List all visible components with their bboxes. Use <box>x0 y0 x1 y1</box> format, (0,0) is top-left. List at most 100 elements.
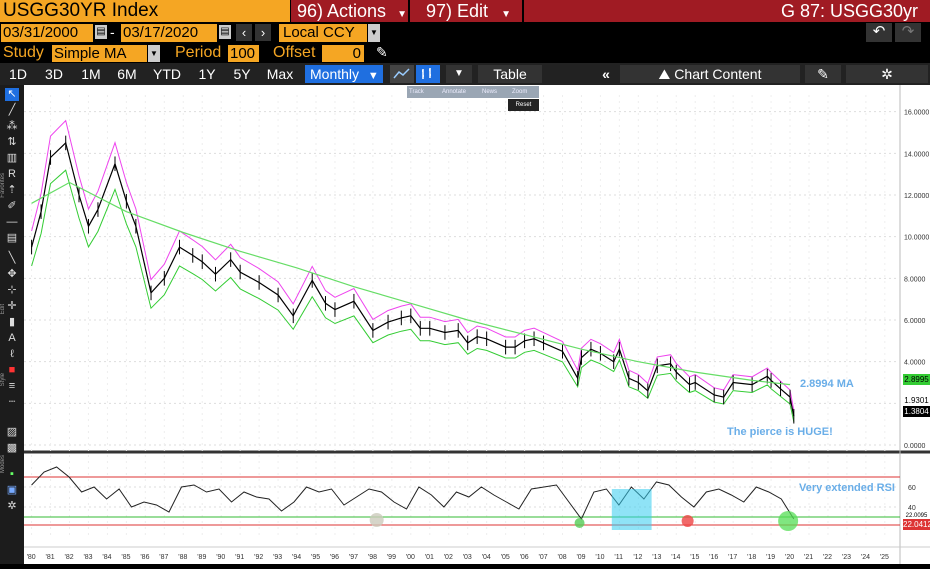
caret-down-icon[interactable]: ▼ <box>368 24 380 42</box>
zoom-tool[interactable]: Zoom <box>512 89 528 95</box>
chevron-right-icon[interactable]: › <box>255 24 271 41</box>
pin-icon[interactable]: ✛ <box>7 300 17 312</box>
x-tick-label: '92 <box>254 554 263 561</box>
y-tick-label: 0.0000 <box>904 443 926 450</box>
x-tick-label: '14 <box>671 554 680 561</box>
tab-ytd[interactable]: YTD <box>153 66 181 82</box>
calendar-icon[interactable]: ▤ <box>219 25 231 39</box>
y-tick-label: 16.0000 <box>904 110 929 117</box>
chart-area[interactable]: 16.0000 14.0000 12.0000 10.0000 8.0000 6.0000… <box>24 85 930 564</box>
line-style-icon[interactable]: ┄ <box>8 396 16 408</box>
hatch-icon[interactable]: ▨ <box>6 426 18 438</box>
chevron-left-icon[interactable]: ‹ <box>236 24 252 41</box>
period-label: Period <box>175 44 222 61</box>
edit-menu[interactable]: 97) Edit ▼ <box>410 0 522 22</box>
last-price-tag: 1.3804 <box>903 406 930 417</box>
collapse-icon[interactable]: « <box>602 66 610 82</box>
tab-1m[interactable]: 1M <box>81 66 101 82</box>
hline-icon[interactable]: — <box>6 216 18 228</box>
x-tick-label: '90 <box>216 554 225 561</box>
color-icon[interactable]: ■ <box>8 364 16 376</box>
sidebar-section-favorites: Favorites <box>0 173 6 198</box>
trend-icon[interactable]: ⇅ <box>7 136 17 148</box>
mode-icon[interactable]: ▪ <box>10 468 14 480</box>
settings-gear-icon[interactable]: ✲ <box>846 65 928 83</box>
x-tick-label: '01 <box>425 554 434 561</box>
tab-6m[interactable]: 6M <box>117 66 137 82</box>
x-tick-label: '91 <box>235 554 244 561</box>
line-chart-icon[interactable] <box>390 65 414 83</box>
edit-chart-icon[interactable]: ✎ <box>805 65 841 83</box>
offset-input[interactable]: 0 <box>322 45 364 62</box>
line-tool-icon[interactable]: ╱ <box>8 104 16 116</box>
x-tick-label: '11 <box>614 554 623 561</box>
text-icon[interactable]: A <box>8 332 16 344</box>
table-button[interactable]: Table <box>478 65 542 83</box>
lower-band-line <box>31 169 795 422</box>
pencil-icon[interactable]: ✎ <box>376 44 388 60</box>
calendar-icon[interactable]: ▤ <box>95 25 107 39</box>
rsi-tick-label: 40 <box>908 505 916 512</box>
x-tick-label: '82 <box>65 554 74 561</box>
x-tick-label: '97 <box>349 554 358 561</box>
caret-down-icon[interactable]: ▼ <box>446 65 472 83</box>
caret-down-icon[interactable]: ▼ <box>148 45 160 62</box>
ray-icon[interactable]: R <box>8 168 16 180</box>
y-tick-label: 10.0000 <box>904 235 929 242</box>
pen-icon[interactable]: ✐ <box>7 200 17 212</box>
gear-icon[interactable]: ✲ <box>7 500 17 512</box>
currency-select[interactable]: Local CCY <box>279 24 367 42</box>
y-tick-label: 4.0000 <box>904 360 926 367</box>
start-date-input[interactable]: 03/31/2000 <box>1 24 93 42</box>
period-input[interactable]: 100 <box>228 45 259 62</box>
end-date-input[interactable]: 03/17/2020 <box>121 24 217 42</box>
text-style-icon[interactable]: ℓ <box>10 348 14 360</box>
rsi-marker-2014 <box>681 515 694 527</box>
x-tick-label: '22 <box>823 554 832 561</box>
frequency-select[interactable]: Monthly ▼ <box>305 65 383 83</box>
chart-content-button[interactable]: ⛰ Chart Content <box>620 65 800 83</box>
sidebar-section-edit: Edit <box>0 304 6 315</box>
pattern-icon[interactable]: ▩ <box>6 442 18 454</box>
actions-label: 96) Actions <box>297 1 387 21</box>
arrow-icon[interactable]: ⇡ <box>7 184 17 196</box>
ma-annotation: 2.8994 MA <box>800 378 854 390</box>
reset-button[interactable]: Reset <box>508 99 539 111</box>
rsi-marker-2020 <box>778 511 799 531</box>
tab-3d[interactable]: 3D <box>45 66 63 82</box>
fib-icon[interactable]: ⁂ <box>6 120 18 132</box>
tab-5y[interactable]: 5Y <box>233 66 251 82</box>
select-icon[interactable]: ⊹ <box>7 284 17 296</box>
bar-chart-icon[interactable] <box>416 65 440 83</box>
tab-max[interactable]: Max <box>266 66 294 82</box>
x-tick-label: '95 <box>311 554 320 561</box>
redo-icon[interactable]: ↷ <box>895 23 921 42</box>
layout-icon[interactable]: ▣ <box>6 484 18 496</box>
x-tick-label: '96 <box>330 554 339 561</box>
x-tick-label: '09 <box>576 554 585 561</box>
draw-icon[interactable]: ╲ <box>8 252 16 264</box>
price-chart[interactable]: 16.0000 14.0000 12.0000 10.0000 8.0000 6.0000… <box>24 85 930 564</box>
study-select[interactable]: Simple MA <box>52 45 147 62</box>
news-tool[interactable]: News <box>482 89 498 95</box>
rsi-marker-2008 <box>574 518 585 528</box>
undo-icon[interactable]: ↶ <box>866 23 892 42</box>
tab-1y[interactable]: 1Y <box>198 66 216 82</box>
trash-icon[interactable]: ▮ <box>8 316 16 328</box>
drawing-toolbar: ↖ ╱ ⁂ ⇅ ▥ R ⇡ ✐ — ▤ ╲ ✥ ⊹ ✛ ▮ A ℓ ■ ≡ ┄ … <box>0 85 24 564</box>
ticker-field[interactable]: USGG30YR Index <box>0 0 290 22</box>
move-icon[interactable]: ✥ <box>7 268 17 280</box>
tab-1d[interactable]: 1D <box>9 66 27 82</box>
track-tool[interactable]: Track <box>409 89 424 95</box>
annotate-tool[interactable]: Annotate <box>442 89 467 95</box>
series-layer <box>31 119 795 424</box>
rsi-highlight-2011 <box>611 489 652 530</box>
sidebar-section-modes: Modes <box>0 455 6 474</box>
line-width-icon[interactable]: ≡ <box>8 380 16 392</box>
rsi-line <box>31 466 795 520</box>
channel-icon[interactable]: ▥ <box>6 152 18 164</box>
actions-menu[interactable]: 96) Actions ▼ <box>291 0 408 22</box>
grid-icon[interactable]: ▤ <box>6 232 18 244</box>
cursor-icon[interactable]: ↖ <box>5 88 19 101</box>
moving-average-line <box>31 181 791 386</box>
